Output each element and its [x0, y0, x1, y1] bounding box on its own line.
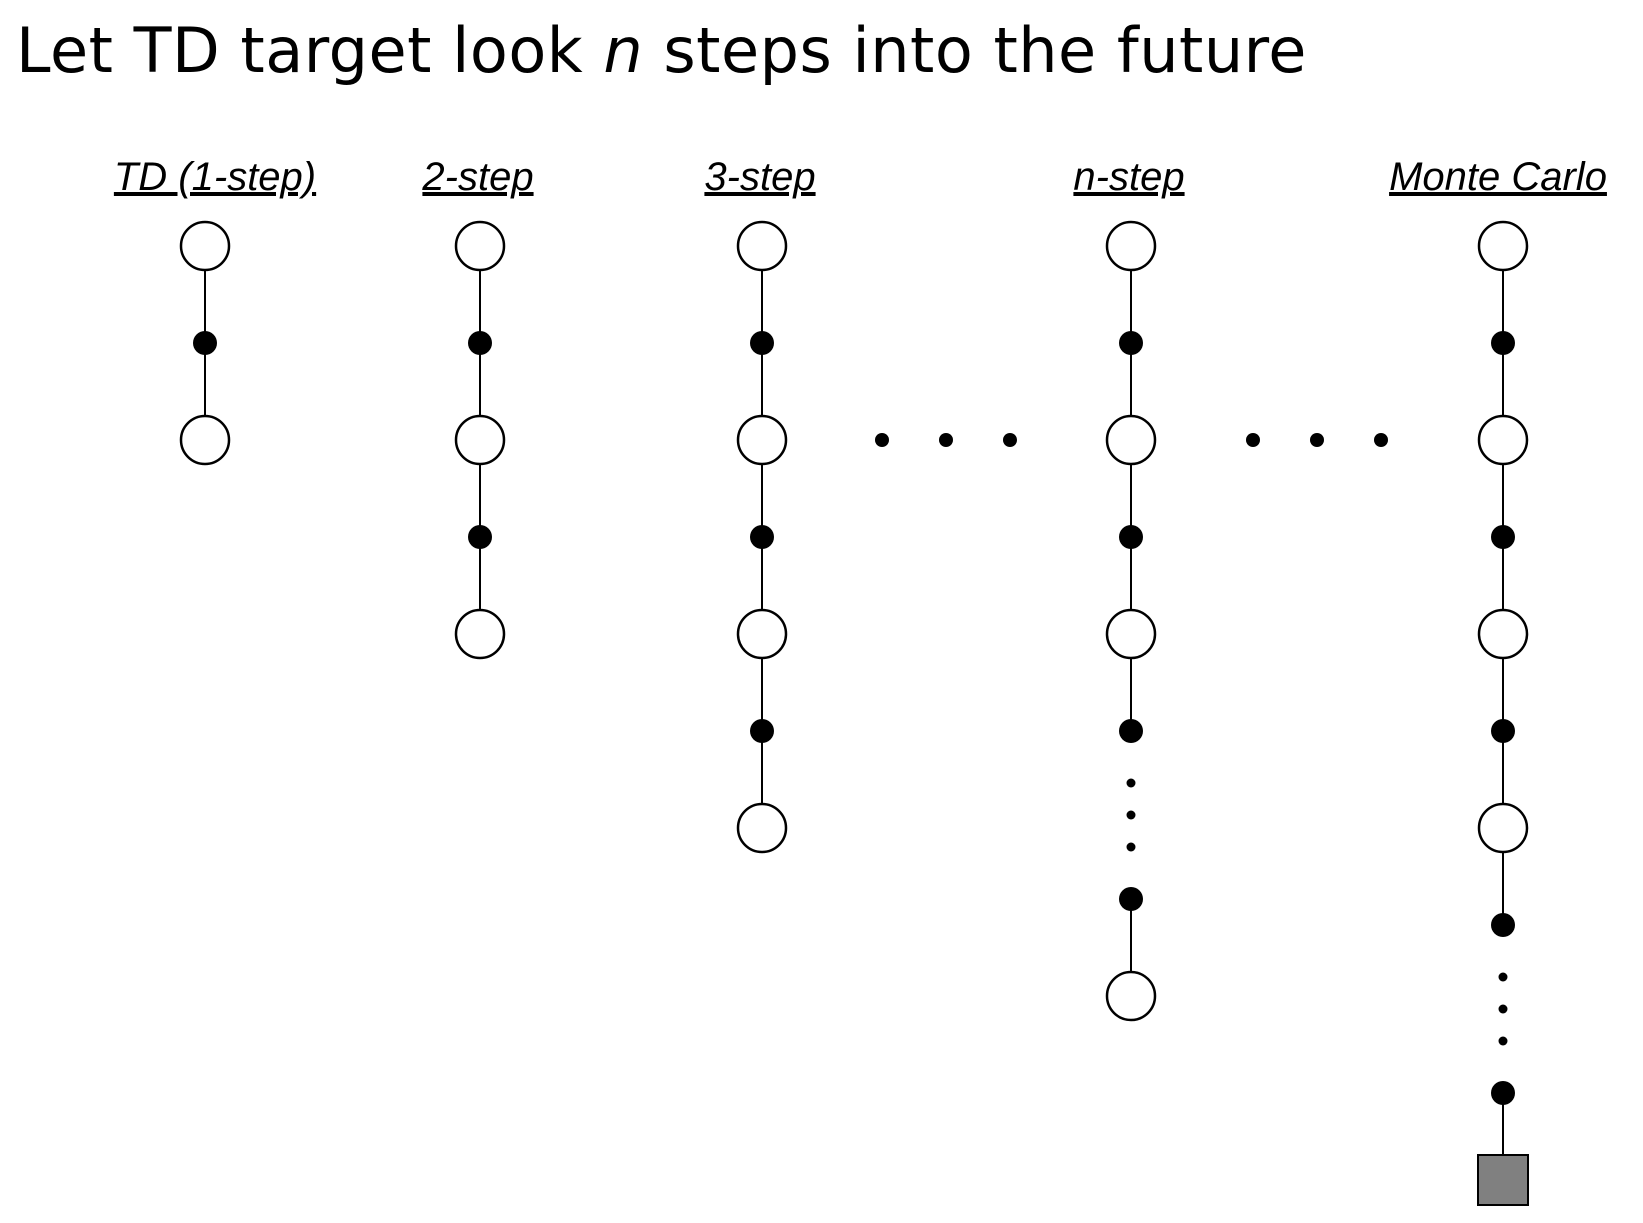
action-node [1491, 525, 1515, 549]
ellipsis-dot [939, 433, 953, 447]
action-node [1119, 719, 1143, 743]
ellipsis-dot [1126, 810, 1136, 820]
column-label: TD (1-step) [114, 155, 316, 199]
state-node [454, 414, 506, 466]
title-suffix: steps into the future [643, 14, 1307, 87]
ellipsis-dot [1246, 433, 1260, 447]
state-node [454, 608, 506, 660]
action-node [750, 719, 774, 743]
action-node [1119, 525, 1143, 549]
action-node [750, 331, 774, 355]
state-node [179, 414, 231, 466]
state-node [1105, 220, 1157, 272]
action-node [1491, 719, 1515, 743]
action-node [750, 525, 774, 549]
action-node [468, 331, 492, 355]
backup-chain [1105, 220, 1157, 1022]
action-node [468, 525, 492, 549]
ellipsis-dot [1498, 972, 1508, 982]
column-label: Monte Carlo [1389, 155, 1607, 199]
ellipsis-dot [1003, 433, 1017, 447]
state-node [1105, 970, 1157, 1022]
action-node [1119, 887, 1143, 911]
slide-title: Let TD target look n steps into the futu… [16, 14, 1307, 87]
state-node [1105, 414, 1157, 466]
backup-chain [454, 220, 506, 660]
ellipsis-dot [1498, 1036, 1508, 1046]
action-node [1491, 913, 1515, 937]
ellipsis-dot [1126, 842, 1136, 852]
ellipsis-dot [1498, 1004, 1508, 1014]
backup-chain [179, 220, 231, 466]
column-td-1-step: TD (1-step) [114, 155, 316, 466]
vertical-ellipsis [1126, 778, 1136, 852]
state-node [1105, 608, 1157, 660]
state-node [1477, 220, 1529, 272]
column-n-step: n-step [1073, 155, 1185, 1022]
state-node [179, 220, 231, 272]
column-label: n-step [1073, 155, 1184, 199]
state-node [736, 608, 788, 660]
column-monte-carlo: Monte Carlo [1389, 155, 1607, 1206]
state-node [1477, 608, 1529, 660]
ellipsis-separator [875, 433, 1017, 447]
backup-chain [1477, 220, 1529, 1206]
column-label: 2-step [421, 155, 533, 199]
action-node [1491, 1081, 1515, 1105]
action-node [1491, 331, 1515, 355]
action-node [193, 331, 217, 355]
title-prefix: Let TD target look [16, 14, 604, 87]
ellipsis-dot [1310, 433, 1324, 447]
title-variable: n [603, 14, 644, 87]
ellipsis-dot [1374, 433, 1388, 447]
backup-chain [736, 220, 788, 854]
state-node [1477, 414, 1529, 466]
ellipsis-separator [1246, 433, 1388, 447]
vertical-ellipsis [1498, 972, 1508, 1046]
state-node [1477, 802, 1529, 854]
action-node [1119, 331, 1143, 355]
state-node [454, 220, 506, 272]
column-label: 3-step [704, 155, 815, 199]
state-node [736, 802, 788, 854]
ellipsis-dot [875, 433, 889, 447]
column-2-step: 2-step [421, 155, 534, 660]
state-node [736, 220, 788, 272]
terminal-node [1477, 1154, 1529, 1206]
column-3-step: 3-step [704, 155, 816, 854]
ellipsis-dot [1126, 778, 1136, 788]
state-node [736, 414, 788, 466]
